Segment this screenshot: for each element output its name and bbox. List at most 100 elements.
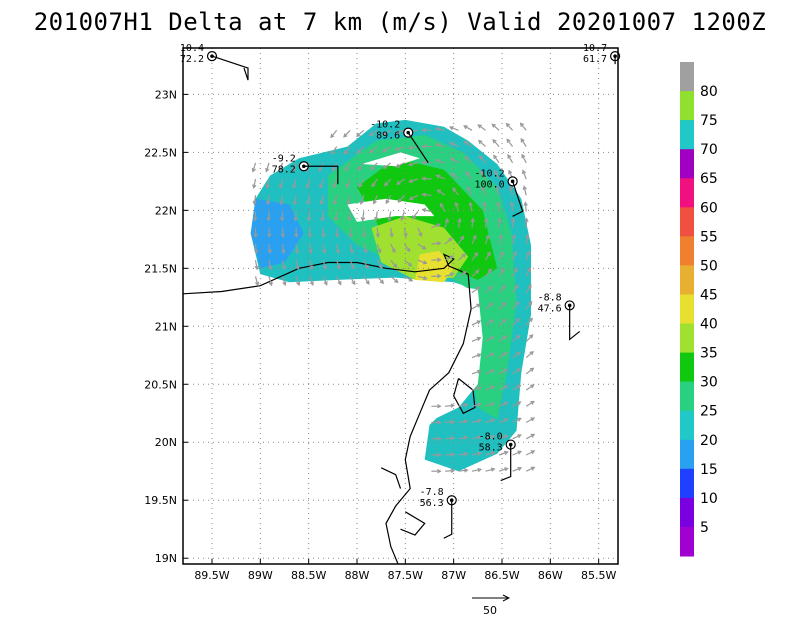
wind-vector-head	[461, 253, 467, 258]
wind-vector	[431, 259, 441, 261]
y-tick-label: 19.5N	[144, 494, 177, 507]
wind-vector-head	[332, 183, 337, 189]
station-rh-label: 72.2	[180, 54, 204, 65]
colorbar-label: 75	[700, 113, 718, 129]
wind-vector	[295, 260, 299, 270]
wind-vector	[431, 223, 441, 229]
station-marker: -8.058.3	[479, 432, 516, 482]
wind-vector-head	[407, 162, 413, 167]
wind-vector	[370, 146, 378, 153]
y-tick-label: 22.5N	[144, 146, 177, 159]
wind-vector-head	[520, 137, 525, 143]
wind-vector-head	[378, 264, 383, 269]
wind-vector-head	[527, 283, 532, 289]
wind-vector	[494, 170, 500, 180]
wind-vector	[485, 353, 494, 359]
wind-speed-region	[361, 152, 420, 167]
wind-vector-head	[371, 182, 376, 188]
station-rh-label: 61.7	[583, 54, 607, 65]
wind-vector-head	[503, 434, 509, 439]
wind-vector-head	[381, 131, 387, 136]
wind-vector	[525, 268, 531, 277]
wind-vector	[395, 129, 405, 134]
wind-vector	[525, 317, 533, 326]
wind-vector	[512, 318, 520, 326]
wind-vector-head	[282, 281, 287, 287]
wind-vector	[491, 123, 500, 131]
colorbar-label: 20	[700, 433, 718, 449]
wind-vector-head	[382, 147, 387, 152]
wind-vector-head	[330, 133, 335, 139]
wind-vector	[334, 195, 338, 205]
wind-vector-head	[503, 401, 509, 406]
wind-vector-head	[513, 267, 518, 272]
colorbar-swatch	[680, 62, 694, 92]
wind-vector	[471, 218, 474, 228]
wind-vector-head	[335, 249, 341, 255]
wind-vector-head	[421, 192, 426, 197]
wind-vector-head	[295, 265, 300, 271]
wind-barb	[211, 55, 249, 81]
wind-vector-head	[517, 450, 523, 455]
wind-vector-head	[530, 450, 536, 455]
wind-vector-head	[435, 174, 441, 179]
x-tick-label: 86W	[538, 569, 563, 582]
wind-vector	[404, 259, 412, 267]
wind-vector	[356, 129, 365, 137]
wind-vector-head	[306, 200, 311, 206]
wind-vector	[521, 154, 527, 164]
colorbar-swatch	[680, 149, 694, 179]
wind-vector-head	[515, 318, 520, 323]
wind-vector	[357, 146, 365, 154]
wind-vector	[498, 319, 507, 326]
wind-vector-head	[524, 217, 529, 223]
scale-label: 50	[483, 604, 497, 617]
colorbar-label: 80	[700, 84, 718, 100]
wind-vector-head	[477, 386, 482, 391]
wind-vector-head	[523, 201, 528, 206]
wind-vector	[336, 243, 339, 253]
wind-vector	[525, 450, 535, 456]
wind-vector-head	[516, 384, 522, 389]
wind-vector	[362, 211, 365, 221]
wind-vector	[525, 334, 534, 342]
wind-vector	[458, 469, 468, 472]
wind-barb	[500, 444, 512, 482]
x-tick-label: 89W	[248, 569, 273, 582]
wind-vector	[485, 386, 495, 391]
station-rh-label: 58.3	[479, 443, 503, 454]
wind-vector-head	[322, 249, 327, 255]
wind-vector	[294, 211, 297, 221]
wind-vector-head	[506, 138, 511, 143]
coastline	[183, 253, 476, 564]
wind-vector-head	[351, 280, 356, 286]
wind-vector-head	[444, 217, 449, 223]
colorbar-label: 40	[700, 317, 718, 333]
wind-vector	[444, 453, 454, 456]
wind-vector-head	[348, 233, 353, 238]
colorbar-label: 25	[700, 404, 718, 420]
wind-vector	[498, 218, 501, 228]
wind-vector-head	[307, 233, 313, 238]
wind-vector-head	[463, 435, 469, 440]
wind-vector	[321, 211, 324, 221]
wind-barb	[303, 165, 339, 185]
wind-vector	[400, 211, 405, 221]
wind-vector	[485, 218, 487, 228]
wind-vector-head	[489, 319, 495, 324]
wind-vector	[268, 276, 273, 286]
wind-vector	[512, 301, 519, 310]
wind-vector	[457, 236, 464, 245]
colorbar-label: 60	[700, 200, 718, 216]
wind-vector-head	[292, 184, 297, 189]
wind-vector	[458, 253, 466, 261]
wind-vector	[512, 417, 521, 424]
wind-vector-head	[467, 186, 472, 191]
axes: 89.5W 89W 88.5W 88W 87.5W 87W 86.5W 86W 85.5W 19N…	[144, 88, 616, 582]
wind-vector-head	[477, 451, 483, 456]
wind-vector-head	[293, 217, 298, 222]
wind-vector	[349, 259, 355, 269]
wind-vector-head	[337, 280, 342, 286]
wind-vector	[436, 159, 446, 164]
wind-vector	[485, 336, 494, 342]
